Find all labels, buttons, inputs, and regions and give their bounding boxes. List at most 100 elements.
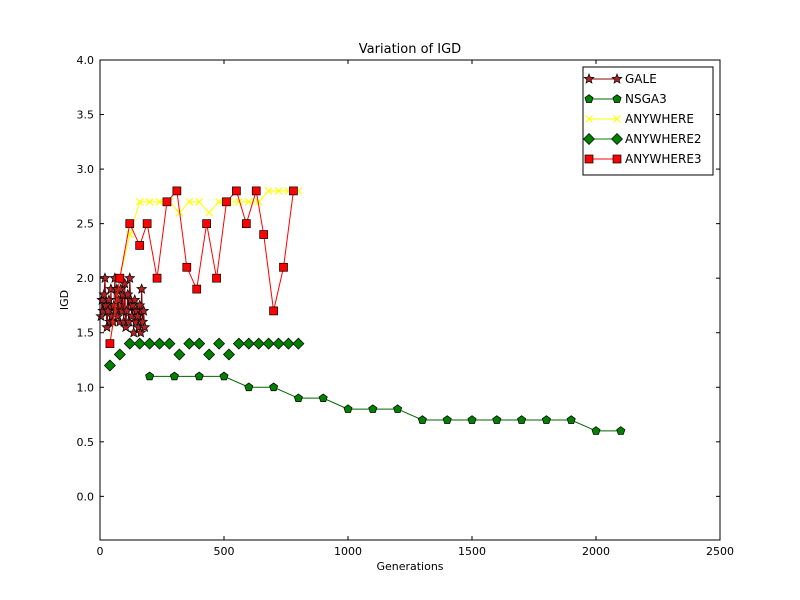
data-point-gale xyxy=(134,299,146,311)
data-point-gale xyxy=(122,288,134,300)
data-point-anywhere2 xyxy=(123,337,136,350)
legend-marker-anywhere2 xyxy=(611,133,623,145)
legend: GALE NSGA3 ANYWHERE ANYWHERE2 ANYWHERE3 xyxy=(582,66,714,176)
data-point-anywhere xyxy=(145,197,154,206)
x-axis-title: Generations xyxy=(376,560,443,573)
data-point-anywhere2 xyxy=(242,337,255,350)
series-line-nsga3 xyxy=(149,375,621,432)
series-nsga3 xyxy=(145,371,626,435)
data-point-nsga3 xyxy=(517,415,527,424)
data-point-anywhere xyxy=(185,197,194,206)
data-point-nsga3 xyxy=(219,371,229,381)
data-point-anywhere3 xyxy=(135,241,145,250)
x-tick-label: 1500 xyxy=(458,545,486,558)
axis-ticks: 0 500 1000 1500 2000 2500 0.0 0.5 1.0 1.5 2.0 2.5 3.… xyxy=(77,54,735,558)
y-tick-label: 2.0 xyxy=(77,272,95,285)
legend-marker-anywhere3 xyxy=(612,154,622,164)
data-point-anywhere xyxy=(244,197,253,206)
data-point-anywhere3 xyxy=(241,219,251,228)
data-point-anywhere3 xyxy=(152,273,162,283)
x-tick-label: 2500 xyxy=(706,545,734,558)
y-tick-label: 3.0 xyxy=(77,163,95,176)
legend-entry-gale: GALE xyxy=(583,72,657,86)
data-point-anywhere3 xyxy=(202,219,211,228)
data-point-anywhere3 xyxy=(192,284,202,294)
legend-marker-nsga3 xyxy=(584,94,594,103)
data-point-anywhere2 xyxy=(252,337,265,350)
data-point-anywhere2 xyxy=(133,337,146,350)
data-point-gale xyxy=(136,283,148,294)
data-point-anywhere xyxy=(155,197,164,206)
data-point-anywhere3 xyxy=(212,273,221,283)
plot-area xyxy=(95,186,626,435)
data-point-anywhere3 xyxy=(105,339,115,348)
data-point-anywhere3 xyxy=(251,186,261,196)
data-point-anywhere2 xyxy=(213,337,226,350)
data-point-anywhere2 xyxy=(203,348,216,361)
y-tick-label: 1.5 xyxy=(77,327,95,340)
data-point-anywhere3 xyxy=(182,262,192,272)
data-point-anywhere2 xyxy=(292,337,305,350)
data-point-anywhere2 xyxy=(282,337,295,350)
data-point-anywhere2 xyxy=(163,337,176,350)
legend-entry-anywhere2: ANYWHERE2 xyxy=(583,132,702,146)
x-tick-label: 1000 xyxy=(334,545,362,558)
series-anywhere3 xyxy=(105,186,298,348)
data-point-nsga3 xyxy=(393,404,403,413)
data-point-nsga3 xyxy=(145,371,155,381)
data-point-anywhere3 xyxy=(222,197,231,207)
data-point-nsga3 xyxy=(492,415,502,424)
series-gale xyxy=(95,272,151,338)
data-point-nsga3 xyxy=(269,382,279,392)
data-point-nsga3 xyxy=(244,382,254,392)
data-point-anywhere3 xyxy=(172,186,182,196)
data-point-nsga3 xyxy=(467,415,477,424)
data-point-nsga3 xyxy=(343,404,353,413)
data-point-gale xyxy=(138,321,151,333)
data-point-anywhere3 xyxy=(232,186,241,196)
series-anywhere2 xyxy=(103,337,305,372)
data-point-anywhere3 xyxy=(259,230,269,239)
legend-label-gale: GALE xyxy=(625,72,657,86)
y-axis-title: IGD xyxy=(58,290,71,310)
data-point-anywhere3 xyxy=(289,186,298,196)
data-point-anywhere xyxy=(205,208,214,217)
data-point-nsga3 xyxy=(293,393,303,403)
legend-entry-anywhere3: ANYWHERE3 xyxy=(584,152,702,166)
legend-label-anywhere2: ANYWHERE2 xyxy=(625,132,702,146)
data-point-anywhere xyxy=(254,197,263,206)
data-point-nsga3 xyxy=(616,426,626,435)
data-point-anywhere2 xyxy=(113,348,126,361)
data-point-anywhere2 xyxy=(272,337,285,350)
data-point-anywhere2 xyxy=(143,337,156,350)
data-point-gale xyxy=(99,272,111,283)
data-point-gale xyxy=(124,272,136,283)
data-point-anywhere3 xyxy=(269,306,278,316)
legend-marker-nsga3 xyxy=(612,94,622,103)
data-point-anywhere3 xyxy=(162,197,172,207)
data-point-gale xyxy=(95,310,107,322)
legend-entry-nsga3: NSGA3 xyxy=(584,92,667,106)
data-point-nsga3 xyxy=(368,404,378,413)
data-point-anywhere3 xyxy=(115,273,125,283)
data-point-gale xyxy=(135,326,147,338)
data-point-gale xyxy=(129,294,141,305)
data-point-gale xyxy=(137,304,150,316)
data-point-anywhere xyxy=(215,197,223,206)
y-tick-label: 4.0 xyxy=(77,54,95,67)
data-point-nsga3 xyxy=(194,371,204,381)
legend-label-nsga3: NSGA3 xyxy=(625,92,667,106)
data-point-anywhere2 xyxy=(232,337,245,350)
legend-marker-anywhere3 xyxy=(584,154,594,164)
data-point-gale xyxy=(120,321,132,333)
x-tick-label: 0 xyxy=(97,545,104,558)
chart-title: Variation of IGD xyxy=(359,42,461,57)
data-point-anywhere2 xyxy=(173,348,186,361)
data-point-anywhere2 xyxy=(103,359,116,372)
data-point-anywhere3 xyxy=(279,262,288,272)
legend-label-anywhere3: ANYWHERE3 xyxy=(625,152,702,166)
y-tick-label: 3.5 xyxy=(77,109,95,122)
legend-entry-anywhere: ANYWHERE xyxy=(585,112,694,126)
data-point-anywhere2 xyxy=(183,337,196,350)
data-point-gale xyxy=(137,315,149,327)
